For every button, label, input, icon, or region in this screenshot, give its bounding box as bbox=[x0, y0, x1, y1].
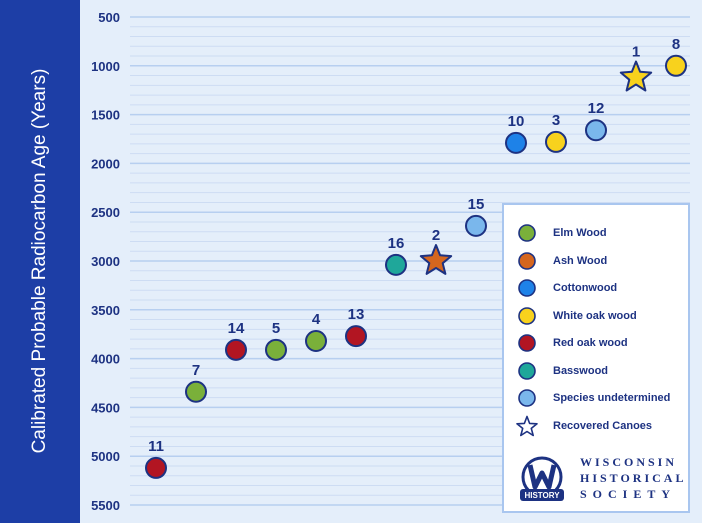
legend-swatch bbox=[518, 361, 536, 380]
circle-marker bbox=[665, 54, 687, 77]
legend-swatch bbox=[518, 306, 536, 325]
data-point-3: 3 bbox=[545, 112, 567, 153]
point-label: 12 bbox=[588, 100, 605, 117]
legend-label: Recovered Canoes bbox=[553, 419, 653, 432]
legend-item: Ash Wood bbox=[516, 251, 607, 271]
legend-label: Cottonwood bbox=[553, 282, 618, 294]
circle-marker bbox=[465, 214, 487, 237]
circle-marker bbox=[185, 380, 207, 403]
legend-item: Elm Wood bbox=[516, 223, 607, 243]
legend-swatch bbox=[518, 389, 536, 407]
circle-marker bbox=[305, 330, 327, 353]
data-point-12: 12 bbox=[585, 100, 607, 142]
legend-swatch bbox=[518, 224, 536, 242]
circle-marker bbox=[385, 253, 407, 276]
legend-star-icon bbox=[516, 415, 538, 436]
y-tick-label: 1500 bbox=[91, 108, 120, 123]
data-point-11: 11 bbox=[145, 438, 167, 479]
point-label: 15 bbox=[468, 196, 485, 213]
circle-marker bbox=[265, 338, 287, 361]
y-axis-title: Calibrated Probable Radiocarbon Age (Yea… bbox=[29, 68, 50, 454]
data-point-8: 8 bbox=[665, 36, 687, 77]
legend-swatch bbox=[518, 251, 536, 270]
legend-item: Species undetermined bbox=[516, 388, 670, 408]
legend-item: Recovered Canoes bbox=[516, 415, 653, 436]
circle-marker bbox=[585, 119, 607, 142]
data-point-14: 14 bbox=[225, 320, 247, 361]
point-label: 14 bbox=[228, 320, 245, 337]
legend-swatch bbox=[518, 334, 536, 352]
circle-marker bbox=[345, 325, 367, 348]
point-label: 2 bbox=[432, 227, 440, 244]
y-tick-label: 5000 bbox=[91, 449, 120, 464]
legend-label: Red oak wood bbox=[553, 337, 628, 349]
y-tick-labels: 500 1000 1500 2000 2500 3000 3500 4000 4500 5000 5… bbox=[91, 10, 120, 513]
data-point-7: 7 bbox=[185, 362, 207, 403]
y-tick-label: 5500 bbox=[91, 498, 120, 513]
legend-label: Elm Wood bbox=[553, 227, 607, 239]
y-tick-label: 3500 bbox=[91, 303, 120, 318]
point-label: 1 bbox=[632, 44, 640, 61]
y-tick-label: 4000 bbox=[91, 352, 120, 367]
data-points: 11714541316215103121896 bbox=[145, 36, 687, 479]
point-label: 16 bbox=[388, 235, 405, 252]
legend-label: White oak wood bbox=[553, 309, 637, 322]
star-marker bbox=[619, 60, 653, 92]
circle-marker bbox=[545, 130, 567, 153]
y-tick-label: 2000 bbox=[91, 156, 120, 171]
legend-item: White oak wood bbox=[516, 306, 637, 326]
point-label: 5 bbox=[272, 320, 280, 337]
y-tick-label: 3000 bbox=[91, 254, 120, 269]
legend-item: Basswood bbox=[516, 361, 608, 381]
data-point-15: 15 bbox=[465, 196, 487, 237]
circle-marker bbox=[225, 338, 247, 361]
point-label: 11 bbox=[148, 438, 164, 455]
y-tick-label: 2500 bbox=[91, 205, 120, 220]
y-tick-label: 4500 bbox=[91, 400, 120, 415]
legend: Elm Wood Ash Wood Cottonwood White oak wood… bbox=[502, 203, 690, 513]
data-point-4: 4 bbox=[305, 311, 327, 353]
legend-item: Cottonwood bbox=[516, 278, 617, 298]
circle-marker bbox=[505, 131, 527, 154]
logo-line-wisconsin: WISCONSIN bbox=[580, 455, 678, 469]
legend-label: Species undetermined bbox=[553, 392, 671, 404]
data-point-13: 13 bbox=[345, 306, 367, 348]
point-label: 3 bbox=[552, 112, 560, 129]
y-tick-label: 500 bbox=[98, 10, 120, 25]
data-point-16: 16 bbox=[385, 235, 407, 276]
data-point-10: 10 bbox=[505, 113, 527, 154]
point-label: 10 bbox=[508, 113, 525, 130]
legend-item: Red oak wood bbox=[516, 333, 628, 353]
point-label: 7 bbox=[192, 362, 200, 379]
y-axis-band: Calibrated Probable Radiocarbon Age (Yea… bbox=[0, 0, 80, 523]
data-point-1: 1 bbox=[619, 44, 653, 92]
circle-marker bbox=[145, 456, 167, 479]
y-tick-label: 1000 bbox=[91, 59, 120, 74]
point-label: 13 bbox=[348, 306, 365, 323]
logo-line-society: SOCIETY bbox=[580, 487, 677, 501]
point-label: 4 bbox=[312, 311, 321, 328]
data-point-2: 2 bbox=[419, 227, 453, 275]
legend-swatch bbox=[518, 279, 536, 297]
logo-line-historical: HISTORICAL bbox=[580, 471, 687, 485]
legend-label: Ash Wood bbox=[553, 254, 608, 267]
star-marker bbox=[419, 244, 453, 275]
point-label: 8 bbox=[672, 36, 680, 53]
data-point-5: 5 bbox=[265, 320, 287, 361]
legend-label: Basswood bbox=[553, 364, 609, 377]
badge-text: HISTORY bbox=[524, 491, 560, 500]
history-badge-icon: HISTORY bbox=[520, 456, 564, 501]
wisconsin-historical-society-logo: HISTORY WISCONSIN HISTORICAL SOCIETY bbox=[514, 453, 684, 505]
